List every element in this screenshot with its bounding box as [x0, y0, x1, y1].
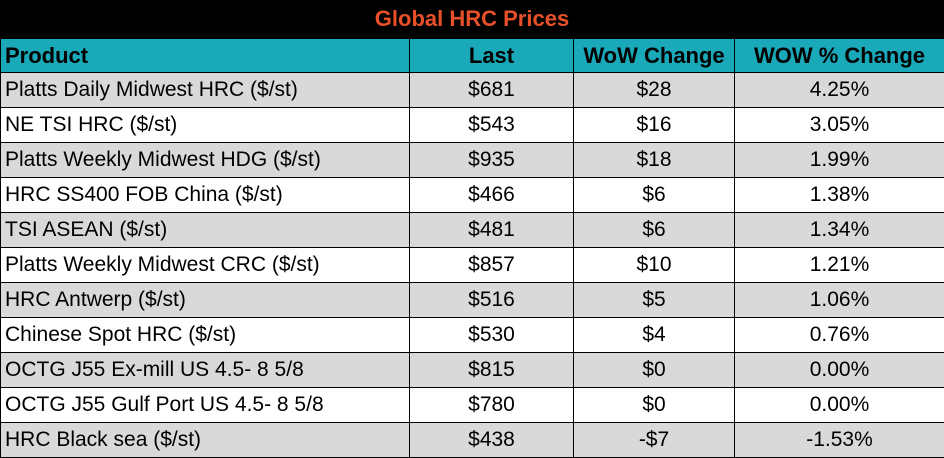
wow-pct-cell: 0.00%	[734, 387, 944, 423]
last-cell: $815	[409, 352, 574, 388]
last-cell: $681	[409, 72, 574, 108]
last-cell: $780	[409, 387, 574, 423]
product-cell: TSI ASEAN ($/st)	[0, 212, 410, 248]
wow-pct-cell: 1.06%	[734, 282, 944, 318]
product-cell: NE TSI HRC ($/st)	[0, 107, 410, 143]
table-row: HRC SS400 FOB China ($/st) $466 $6 1.38%	[0, 177, 944, 213]
wow-pct-cell: 0.76%	[734, 317, 944, 353]
wow-change-cell: $16	[573, 107, 735, 143]
header-wow-change: WoW Change	[573, 38, 735, 73]
wow-change-cell: $6	[573, 177, 735, 213]
product-cell: Platts Weekly Midwest HDG ($/st)	[0, 142, 410, 178]
product-cell: Platts Weekly Midwest CRC ($/st)	[0, 247, 410, 283]
last-cell: $530	[409, 317, 574, 353]
last-cell: $481	[409, 212, 574, 248]
table-row: NE TSI HRC ($/st) $543 $16 3.05%	[0, 107, 944, 143]
wow-pct-cell: 4.25%	[734, 72, 944, 108]
wow-change-cell: $10	[573, 247, 735, 283]
last-cell: $516	[409, 282, 574, 318]
wow-change-cell: $6	[573, 212, 735, 248]
wow-change-cell: $0	[573, 387, 735, 423]
table-row: OCTG J55 Gulf Port US 4.5- 8 5/8 $780 $0…	[0, 387, 944, 423]
wow-pct-cell: 1.99%	[734, 142, 944, 178]
wow-change-cell: $4	[573, 317, 735, 353]
last-cell: $935	[409, 142, 574, 178]
table-title: Global HRC Prices	[0, 0, 944, 38]
wow-change-cell: $18	[573, 142, 735, 178]
wow-change-cell: $5	[573, 282, 735, 318]
last-cell: $438	[409, 422, 574, 458]
table-row: HRC Antwerp ($/st) $516 $5 1.06%	[0, 282, 944, 318]
last-cell: $857	[409, 247, 574, 283]
last-cell: $543	[409, 107, 574, 143]
table-row: Chinese Spot HRC ($/st) $530 $4 0.76%	[0, 317, 944, 353]
table-row: TSI ASEAN ($/st) $481 $6 1.34%	[0, 212, 944, 248]
wow-pct-cell: 3.05%	[734, 107, 944, 143]
product-cell: Chinese Spot HRC ($/st)	[0, 317, 410, 353]
wow-pct-cell: -1.53%	[734, 422, 944, 458]
wow-change-cell: $28	[573, 72, 735, 108]
wow-pct-cell: 1.38%	[734, 177, 944, 213]
last-cell: $466	[409, 177, 574, 213]
header-wow-pct-change: WOW % Change	[734, 38, 944, 73]
product-cell: HRC Antwerp ($/st)	[0, 282, 410, 318]
table-row: HRC Black sea ($/st) $438 -$7 -1.53%	[0, 422, 944, 458]
product-cell: Platts Daily Midwest HRC ($/st)	[0, 72, 410, 108]
header-last: Last	[409, 38, 574, 73]
wow-change-cell: $0	[573, 352, 735, 388]
product-cell: HRC Black sea ($/st)	[0, 422, 410, 458]
product-cell: OCTG J55 Gulf Port US 4.5- 8 5/8	[0, 387, 410, 423]
header-row: Product Last WoW Change WOW % Change	[0, 38, 944, 73]
table-row: Platts Daily Midwest HRC ($/st) $681 $28…	[0, 72, 944, 108]
product-cell: HRC SS400 FOB China ($/st)	[0, 177, 410, 213]
table-row: Platts Weekly Midwest CRC ($/st) $857 $1…	[0, 247, 944, 283]
prices-table: Product Last WoW Change WOW % Change Pla…	[0, 38, 944, 458]
table-row: OCTG J55 Ex-mill US 4.5- 8 5/8 $815 $0 0…	[0, 352, 944, 388]
header-product: Product	[0, 38, 410, 73]
table-row: Platts Weekly Midwest HDG ($/st) $935 $1…	[0, 142, 944, 178]
wow-pct-cell: 1.34%	[734, 212, 944, 248]
wow-change-cell: -$7	[573, 422, 735, 458]
wow-pct-cell: 0.00%	[734, 352, 944, 388]
product-cell: OCTG J55 Ex-mill US 4.5- 8 5/8	[0, 352, 410, 388]
wow-pct-cell: 1.21%	[734, 247, 944, 283]
